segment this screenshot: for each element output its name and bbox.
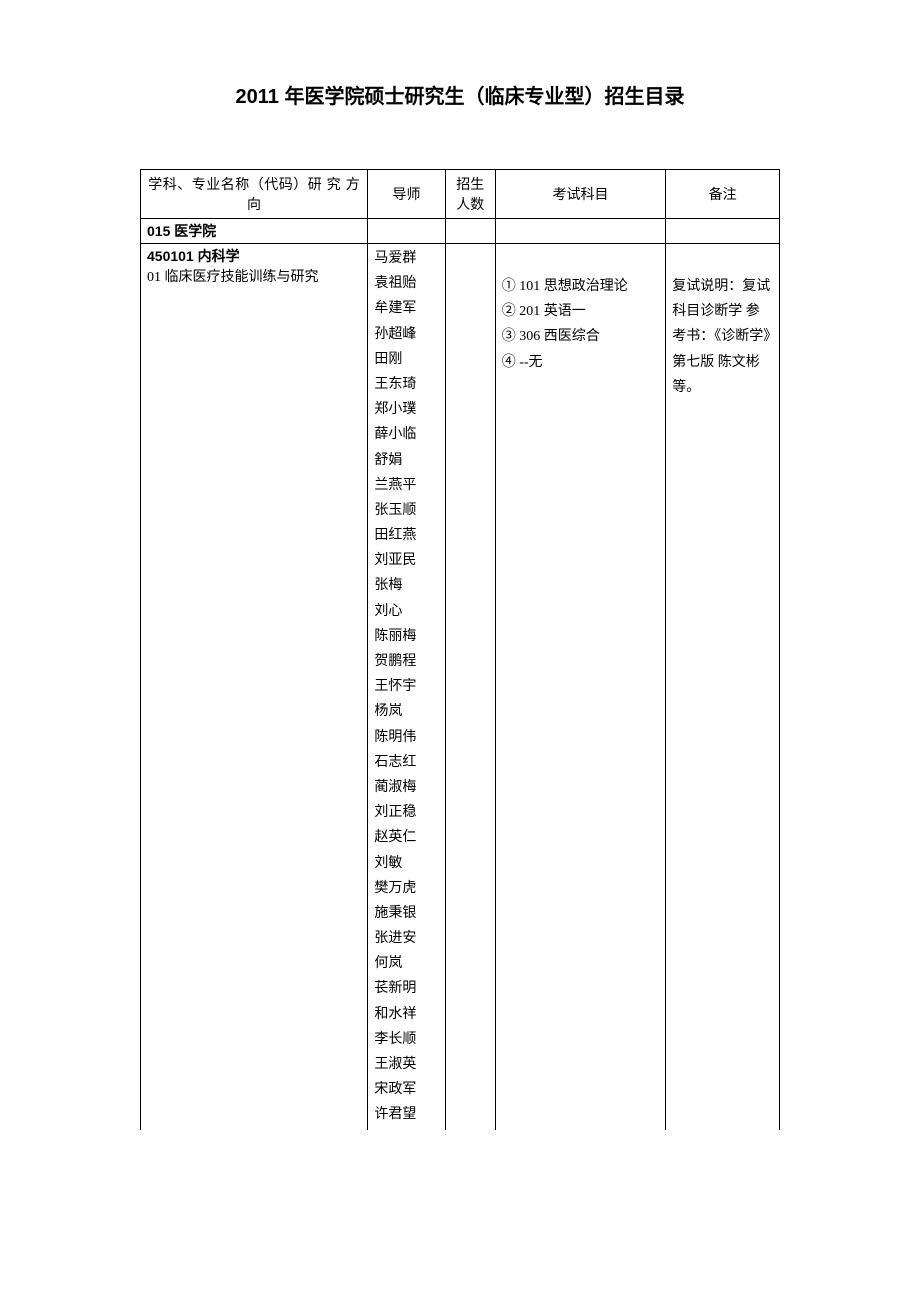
notes-cell: 复试说明：复试科目诊断学 参考书：《诊断学》第七版 陈文彬等。 [666,244,780,1130]
table-header-row: 学科、专业名称（代码）研 究 方 向 导师 招生人数 考试科目 备注 [141,170,780,219]
department-row: 015 医学院 [141,219,780,244]
empty-cell [445,219,495,244]
advisor-name: 陈明伟 [374,725,438,750]
major-label: 450101 内科学 [147,246,361,266]
advisor-name: 赵英仁 [374,825,438,850]
advisor-name: 薛小临 [374,422,438,447]
empty-cell [368,219,445,244]
advisor-name: 和水祥 [374,1002,438,1027]
advisor-name: 孙超峰 [374,322,438,347]
advisor-name: 张进安 [374,926,438,951]
direction-label: 01 临床医疗技能训练与研究 [147,266,361,286]
advisor-name: 刘正稳 [374,800,438,825]
advisor-name: 张梅 [374,573,438,598]
advisor-name: 王淑英 [374,1052,438,1077]
advisor-name: 郑小璞 [374,397,438,422]
advisor-name: 樊万虎 [374,876,438,901]
advisor-name: 石志红 [374,750,438,775]
advisor-name: 刘亚民 [374,548,438,573]
advisor-name: 田红燕 [374,523,438,548]
advisor-name: 施秉银 [374,901,438,926]
empty-cell [666,219,780,244]
page-title: 2011 年医学院硕士研究生（临床专业型）招生目录 [140,80,780,109]
advisor-name: 牟建军 [374,296,438,321]
exam-item: ③ 306 西医综合 [502,324,660,349]
advisor-name: 杨岚 [374,699,438,724]
col-header-exam: 考试科目 [495,170,666,219]
department-cell: 015 医学院 [141,219,368,244]
advisor-name: 王东琦 [374,372,438,397]
advisor-list-cell: 马爱群 袁祖贻 牟建军 孙超峰 田刚 王东琦 郑小璞 薛小临 舒娟 兰燕平 张玉… [368,244,445,1130]
advisor-name: 何岚 [374,951,438,976]
advisor-name: 陈丽梅 [374,624,438,649]
exam-item: ② 201 英语一 [502,299,660,324]
col-header-count: 招生人数 [445,170,495,219]
exam-cell: ① 101 思想政治理论 ② 201 英语一 ③ 306 西医综合 ④ --无 [495,244,666,1130]
advisor-name: 李长顺 [374,1027,438,1052]
major-direction-row: 450101 内科学 01 临床医疗技能训练与研究 马爱群 袁祖贻 牟建军 孙超… [141,244,780,1130]
advisor-name: 苌新明 [374,976,438,1001]
col-header-subject: 学科、专业名称（代码）研 究 方 向 [141,170,368,219]
col-header-advisor: 导师 [368,170,445,219]
advisor-name: 张玉顺 [374,498,438,523]
catalog-table: 学科、专业名称（代码）研 究 方 向 导师 招生人数 考试科目 备注 015 医… [140,169,780,1130]
advisor-name: 马爱群 [374,246,438,271]
advisor-name: 刘敏 [374,851,438,876]
count-cell [445,244,495,1130]
advisor-name: 兰燕平 [374,473,438,498]
advisor-name: 许君望 [374,1102,438,1127]
advisor-name: 田刚 [374,347,438,372]
advisor-name: 王怀宇 [374,674,438,699]
advisor-name: 刘心 [374,599,438,624]
col-header-notes: 备注 [666,170,780,219]
subject-cell: 450101 内科学 01 临床医疗技能训练与研究 [141,244,368,1130]
advisor-name: 袁祖贻 [374,271,438,296]
exam-item: ① 101 思想政治理论 [502,274,660,299]
advisor-name: 蔺淑梅 [374,775,438,800]
advisor-name: 宋政军 [374,1077,438,1102]
empty-cell [495,219,666,244]
advisor-name: 贺鹏程 [374,649,438,674]
advisor-name: 舒娟 [374,448,438,473]
exam-item: ④ --无 [502,350,660,375]
